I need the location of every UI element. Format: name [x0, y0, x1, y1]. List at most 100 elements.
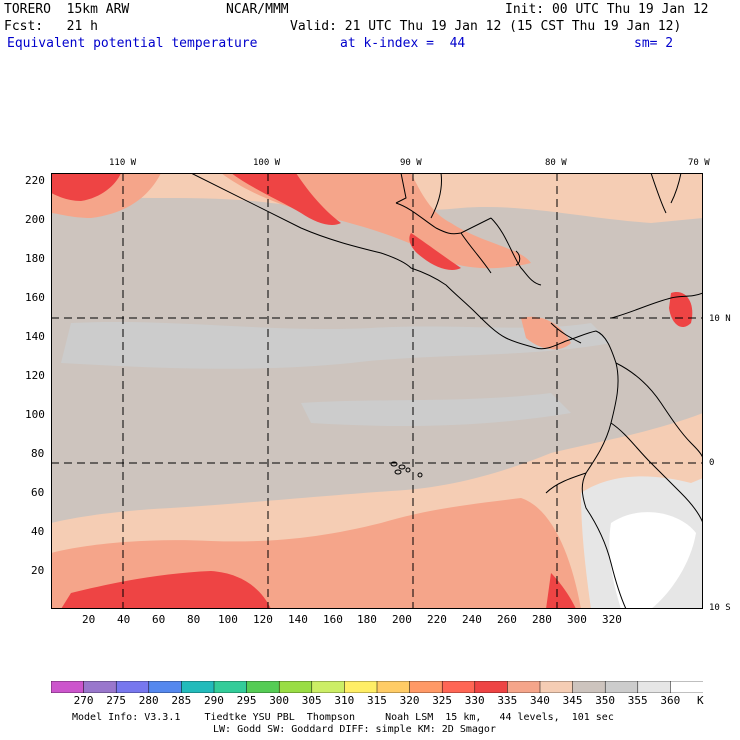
field-330k-region: [409, 233, 461, 270]
coastlines: [190, 173, 703, 609]
field-355k-region: [61, 321, 611, 369]
x-tick: 200: [392, 613, 412, 626]
field-330k-region: [231, 173, 341, 225]
colorbar-label: 305: [301, 694, 322, 707]
colorbar-swatch: [148, 681, 183, 693]
colorbar-swatch: [539, 681, 574, 693]
lon-label-100w: 100 W: [253, 158, 281, 168]
field-330k-region: [61, 571, 271, 609]
valid-time: Valid: 21 UTC Thu 19 Jan 12 (15 CST Thu …: [290, 19, 682, 34]
field-330k-region: [51, 173, 121, 201]
x-tick: 300: [567, 613, 587, 626]
x-tick: 160: [323, 613, 343, 626]
forecast-hour: Fcst: 21 h: [4, 19, 98, 34]
lat-label-10s: 10 S: [709, 603, 731, 613]
colorbar-label: 280: [138, 694, 159, 707]
x-tick: 180: [357, 613, 377, 626]
y-tick: 40: [31, 525, 45, 538]
colorbar-label: 275: [106, 694, 127, 707]
lon-label-90w: 90 W: [400, 158, 422, 168]
colorbar-unit: K: [697, 694, 704, 707]
field-340k-region: [521, 316, 571, 350]
x-tick: 280: [532, 613, 552, 626]
x-tick: 240: [462, 613, 482, 626]
y-tick: 120: [25, 369, 45, 382]
colorbar-swatch: [376, 681, 411, 693]
colorbar-swatch: [604, 681, 639, 693]
x-tick: 120: [253, 613, 273, 626]
colorbar-label: 325: [432, 694, 453, 707]
colorbar-label: 285: [171, 694, 192, 707]
colorbar-swatch: [670, 681, 703, 693]
x-tick: 220: [427, 613, 447, 626]
x-tick: 100: [218, 613, 238, 626]
y-tick: 100: [25, 408, 45, 421]
colorbar-swatch: [213, 681, 248, 693]
lon-label-80w: 80 W: [545, 158, 567, 168]
x-tick: 260: [497, 613, 517, 626]
lon-label-110w: 110 W: [109, 158, 137, 168]
theta-e-map: [51, 173, 703, 609]
x-tick: 140: [288, 613, 308, 626]
colorbar-swatch: [409, 681, 443, 693]
graticule: [51, 173, 703, 609]
colorbar-label: 350: [595, 694, 616, 707]
lon-label-70w: 70 W: [688, 158, 710, 168]
colorbar-swatch: [83, 681, 117, 693]
colorbar: [51, 681, 703, 693]
map-frame: [51, 173, 703, 609]
colorbar-label: 270: [73, 694, 94, 707]
colorbar-swatch: [344, 681, 378, 693]
lat-label-10n: 10 N: [709, 314, 731, 324]
y-tick: 140: [25, 330, 45, 343]
physics-info-line: LW: Godd SW: Goddard DIFF: simple KM: 2D…: [213, 724, 496, 735]
y-tick: 200: [25, 213, 45, 226]
colorbar-swatch: [311, 681, 346, 693]
model-info-line: Model Info: V3.3.1 Tiedtke YSU PBL Thomp…: [72, 712, 614, 723]
x-tick: 20: [82, 613, 96, 626]
smoothing-label: sm= 2: [634, 36, 674, 51]
x-tick: 60: [152, 613, 166, 626]
colorbar-label: 295: [236, 694, 257, 707]
colorbar-label: 340: [530, 694, 550, 707]
field-title: Equivalent potential temperature: [7, 36, 258, 51]
colorbar-label: 300: [269, 694, 290, 707]
y-tick: 60: [31, 486, 45, 499]
colorbar-swatch: [181, 681, 215, 693]
x-tick: 320: [602, 613, 622, 626]
field-355k-region: [301, 393, 571, 426]
init-time: Init: 00 UTC Thu 19 Jan 12: [505, 2, 709, 17]
colorbar-label: 335: [497, 694, 518, 707]
x-tick: 40: [117, 613, 131, 626]
colorbar-swatch: [278, 681, 313, 693]
colorbar-swatch: [246, 681, 280, 693]
field-360k-region: [609, 512, 696, 609]
field-330k-region: [546, 573, 576, 609]
colorbar-swatch: [441, 681, 476, 693]
colorbar-label: 355: [627, 694, 648, 707]
y-tick: 80: [31, 447, 45, 460]
colorbar-label: 315: [367, 694, 387, 707]
colorbar-label: 310: [334, 694, 355, 707]
field-330k-region: [669, 292, 693, 328]
level-label: at k-index = 44: [340, 36, 466, 51]
colorbar-swatch: [572, 681, 606, 693]
colorbar-label: 345: [562, 694, 583, 707]
colorbar-label: 320: [399, 694, 420, 707]
y-tick: 160: [25, 291, 45, 304]
colorbar-label: 360: [660, 694, 681, 707]
colorbar-label: 330: [464, 694, 485, 707]
colorbar-swatch: [51, 681, 85, 693]
y-tick: 220: [25, 174, 45, 187]
model-title: TORERO 15km ARW: [4, 2, 130, 17]
colorbar-label: 290: [204, 694, 224, 707]
colorbar-swatch: [115, 681, 150, 693]
colorbar-swatch: [637, 681, 672, 693]
y-tick: 20: [31, 564, 45, 577]
lat-label-equator: 0: [709, 458, 715, 468]
colorbar-swatch: [474, 681, 509, 693]
x-tick: 80: [187, 613, 201, 626]
y-tick: 180: [25, 252, 45, 265]
colorbar-swatch: [507, 681, 541, 693]
organization-label: NCAR/MMM: [226, 2, 289, 17]
